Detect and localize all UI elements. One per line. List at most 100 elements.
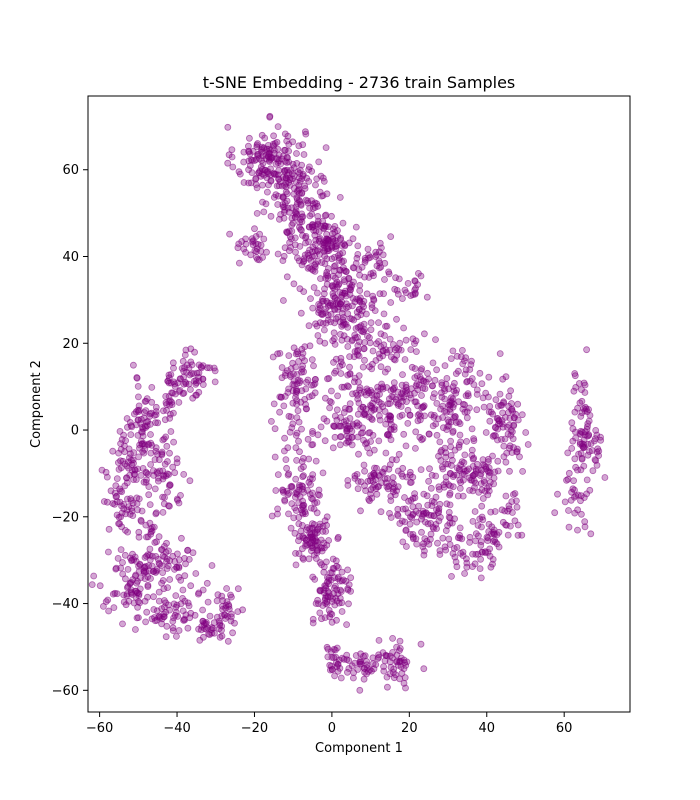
scatter-point (334, 533, 342, 541)
scatter-point (142, 521, 150, 529)
scatter-point (372, 485, 380, 493)
scatter-point (346, 363, 353, 371)
scatter-point (159, 569, 167, 576)
scatter-point (124, 566, 132, 573)
scatter-point (470, 437, 478, 445)
scatter-point (138, 507, 146, 515)
scatter-point (447, 418, 455, 426)
scatter-point (359, 363, 367, 371)
scatter-point (360, 461, 368, 469)
scatter-point (434, 415, 442, 423)
scatter-point (356, 281, 364, 289)
scatter-point (456, 524, 464, 532)
scatter-point (486, 402, 494, 410)
scatter-point (131, 466, 139, 474)
scatter-point (343, 621, 351, 628)
scatter-point (144, 583, 152, 590)
scatter-point (416, 416, 424, 424)
scatter-point (325, 537, 333, 544)
scatter-point (150, 593, 157, 601)
scatter-point (588, 447, 596, 454)
scatter-point (460, 459, 468, 467)
scatter-point (293, 371, 301, 378)
scatter-point (411, 277, 419, 285)
scatter-point (169, 463, 177, 471)
scatter-point (504, 531, 512, 539)
scatter-point (227, 591, 234, 599)
scatter-point (324, 236, 332, 244)
scatter-point (586, 486, 594, 494)
scatter-point (345, 581, 353, 589)
scatter-point (290, 164, 298, 172)
scatter-point (503, 449, 511, 457)
scatter-point (429, 394, 437, 401)
points-layer (88, 112, 609, 694)
scatter-point (398, 295, 406, 303)
scatter-point (142, 568, 150, 575)
scatter-point (145, 441, 152, 449)
scatter-point (495, 528, 503, 536)
scatter-point (173, 550, 181, 558)
scatter-point (399, 538, 407, 546)
scatter-point (141, 597, 149, 605)
scatter-point (211, 378, 219, 386)
scatter-point (388, 456, 396, 464)
scatter-point (413, 518, 421, 526)
scatter-point (322, 584, 330, 592)
scatter-point (335, 254, 343, 262)
scatter-point (584, 420, 592, 428)
scatter-point (148, 524, 156, 531)
scatter-point (393, 286, 401, 294)
scatter-point (589, 467, 597, 475)
scatter-point (391, 491, 399, 499)
scatter-point (390, 480, 397, 488)
scatter-point (399, 371, 406, 379)
scatter-point (469, 563, 476, 570)
scatter-point (146, 501, 154, 509)
scatter-point (366, 253, 374, 261)
scatter-point (328, 569, 336, 577)
scatter-point (300, 488, 308, 496)
scatter-point (445, 513, 453, 521)
scatter-point (479, 456, 487, 464)
scatter-point (519, 467, 526, 475)
scatter-point (134, 393, 142, 401)
scatter-point (141, 422, 149, 430)
scatter-point (169, 359, 177, 367)
scatter-point (415, 502, 423, 510)
scatter-point (586, 411, 594, 419)
scatter-point (171, 469, 179, 477)
scatter-point (455, 418, 463, 426)
scatter-point (304, 435, 312, 443)
scatter-point (257, 172, 265, 180)
scatter-point (394, 661, 402, 669)
scatter-point (443, 374, 451, 382)
scatter-point (385, 412, 393, 420)
scatter-point (167, 428, 175, 435)
scatter-point (146, 410, 154, 418)
scatter-point (477, 574, 485, 582)
scatter-point (285, 140, 293, 148)
scatter-point (456, 467, 463, 474)
scatter-point (185, 364, 193, 372)
scatter-point (384, 430, 392, 438)
scatter-point (210, 364, 218, 372)
scatter-point (254, 150, 262, 158)
scatter-point (514, 416, 522, 424)
scatter-point (302, 385, 310, 393)
scatter-point (308, 210, 316, 218)
scatter-point (333, 406, 341, 414)
scatter-point (88, 581, 96, 588)
scatter-point (240, 245, 248, 253)
scatter-point (293, 456, 301, 464)
scatter-point (323, 190, 331, 198)
scatter-point (367, 319, 375, 327)
scatter-point (152, 510, 160, 518)
scatter-point (185, 602, 193, 610)
scatter-point (489, 452, 496, 460)
scatter-point (112, 482, 120, 490)
scatter-point (154, 555, 162, 563)
scatter-point (261, 134, 269, 142)
scatter-point (414, 402, 422, 410)
